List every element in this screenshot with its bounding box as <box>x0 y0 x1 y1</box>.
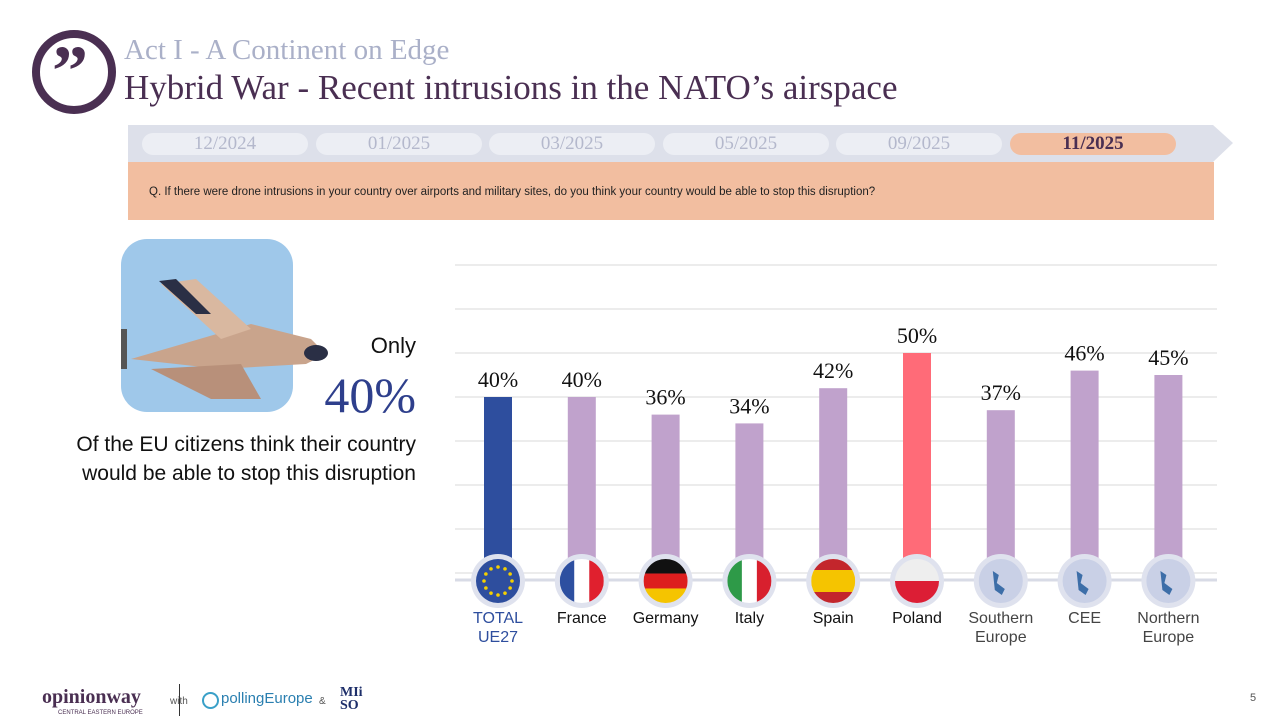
flag-stripe <box>811 570 856 592</box>
category-label: Northern Europe <box>1137 610 1200 646</box>
eu-star <box>482 579 486 583</box>
region-map-icon <box>1146 559 1191 603</box>
opinionway-logo: opinionway <box>42 686 141 708</box>
eu-star <box>503 567 507 571</box>
category-label: CEE <box>1068 610 1102 627</box>
miiso-logo: MIiSO <box>340 685 363 713</box>
eu-star <box>496 593 500 597</box>
category-label: France <box>556 610 607 627</box>
category-label: Southern Europe <box>968 610 1034 646</box>
region-map-icon <box>978 559 1023 603</box>
callout-value: 40% <box>324 367 416 423</box>
bar-poland <box>903 353 931 573</box>
page-title: Hybrid War - Recent intrusions in the NA… <box>124 68 898 107</box>
flag-stripe <box>756 559 772 603</box>
flag-stripe <box>895 559 939 581</box>
category-label: Poland <box>892 610 942 627</box>
eu-star <box>484 586 488 590</box>
drone-illustration <box>121 239 328 412</box>
drone-icon <box>121 279 328 399</box>
quote-icon: ” <box>32 30 116 114</box>
section-subtitle: Act I - A Continent on Edge <box>124 34 450 66</box>
bar-france <box>567 397 596 573</box>
eu-star <box>508 572 512 576</box>
category-label: TOTAL UE27 <box>472 610 524 646</box>
bar-germany <box>651 414 680 573</box>
bar-total-ue27 <box>484 397 512 573</box>
flag-stripe <box>895 581 939 603</box>
data-label: 42% <box>813 358 853 383</box>
question-text: Q. If there were drone intrusions in you… <box>149 186 876 198</box>
with-text: with <box>170 696 188 707</box>
region-highlight <box>992 571 1005 595</box>
data-label: 36% <box>645 385 685 410</box>
data-label: 40% <box>562 367 602 392</box>
data-label: 45% <box>1148 345 1188 370</box>
timeline-tab-09-2025[interactable]: 09/2025 <box>836 133 1002 155</box>
callout-only: Only <box>370 333 416 358</box>
timeline-tab-11-2025[interactable]: 11/2025 <box>1010 133 1176 155</box>
timeline-arrow <box>1213 125 1233 162</box>
bar-southern-europe <box>986 410 1015 573</box>
data-label: 50% <box>897 323 937 348</box>
data-label: 34% <box>729 393 769 418</box>
category-label: Italy <box>734 610 765 627</box>
flag-stripe <box>574 559 590 603</box>
flag-stripe <box>589 559 604 603</box>
eu-star <box>489 591 493 595</box>
data-label: 46% <box>1064 341 1104 366</box>
timeline-tab-05-2025[interactable]: 05/2025 <box>663 133 829 155</box>
eu-star <box>510 579 514 583</box>
callout-text: Of the EU citizens think their country w… <box>76 433 416 485</box>
bar-italy <box>735 423 764 573</box>
eu-star <box>503 591 507 595</box>
amp-text: & <box>319 696 326 707</box>
flag-stripe <box>811 559 856 570</box>
flag-stripe <box>559 559 575 603</box>
flag-stripe <box>643 588 688 603</box>
timeline-tab-01-2025[interactable]: 01/2025 <box>316 133 482 155</box>
pollingeurope-logo: pollingEurope <box>221 690 313 707</box>
category-label: Spain <box>812 610 854 627</box>
eu-star <box>496 565 500 569</box>
flag-stripe <box>811 592 856 603</box>
timeline: 12/2024 01/2025 03/2025 05/2025 09/2025 … <box>128 125 1213 162</box>
bar-spain <box>819 388 848 573</box>
region-map-icon <box>1062 559 1107 603</box>
timeline-tab-03-2025[interactable]: 03/2025 <box>489 133 655 155</box>
page-number: 5 <box>1250 692 1257 704</box>
flag-stripe <box>643 559 688 574</box>
flag-stripe <box>741 559 757 603</box>
region-highlight <box>1160 571 1173 595</box>
question-banner: Q. If there were drone intrusions in you… <box>128 162 1214 220</box>
eu-star <box>484 572 488 576</box>
region-highlight <box>1076 571 1089 595</box>
eu-star <box>489 567 493 571</box>
flag-stripe <box>643 573 688 589</box>
timeline-tab-12-2024[interactable]: 12/2024 <box>142 133 308 155</box>
bar-northern-europe <box>1154 375 1183 573</box>
eu-star <box>508 586 512 590</box>
data-label: 37% <box>981 380 1021 405</box>
category-label: Germany <box>632 610 699 627</box>
opinionway-sub: CENTRAL EASTERN EUROPE <box>58 710 143 716</box>
flag-stripe <box>727 559 742 603</box>
bar-cee <box>1070 370 1099 573</box>
data-label: 40% <box>478 367 518 392</box>
